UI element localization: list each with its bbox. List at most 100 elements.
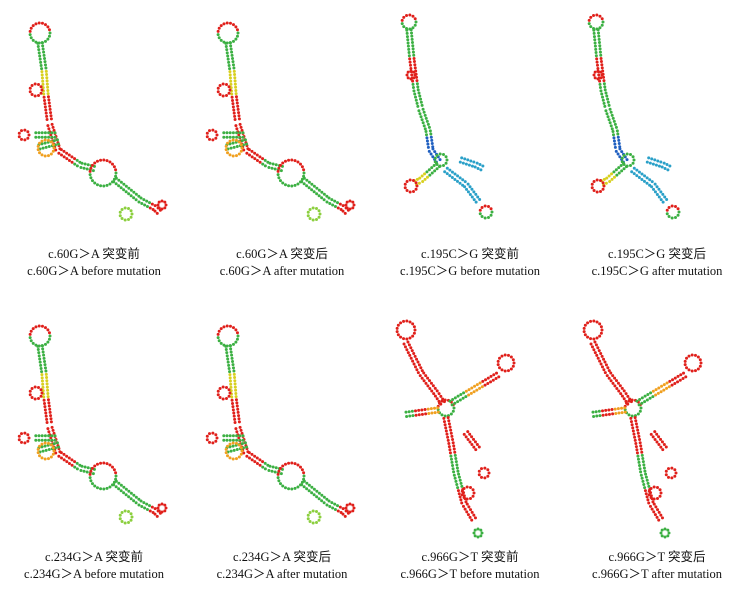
base-pair-dot: [622, 167, 626, 171]
base-pair-dot: [592, 35, 596, 39]
loop-base-dot: [164, 203, 168, 207]
loop-base-dot: [595, 190, 599, 194]
base-pair-dot: [127, 489, 131, 493]
base-pair-dot: [419, 366, 423, 370]
loop-base-dot: [89, 469, 93, 473]
base-pair-dot: [613, 145, 617, 149]
base-pair-dot: [228, 41, 232, 45]
base-pair-dot: [464, 395, 468, 399]
loop-base-dot: [479, 534, 483, 538]
base-pair-dot: [132, 493, 136, 497]
loop-base-dot: [592, 337, 596, 341]
loop-base-dot: [30, 396, 34, 400]
base-pair-dot: [263, 467, 267, 471]
base-pair-dot: [134, 198, 138, 202]
base-pair-dot: [649, 391, 653, 395]
loop-base-dot: [483, 476, 487, 480]
base-pair-dot: [636, 431, 640, 435]
loop-base-dot: [205, 438, 209, 442]
base-pair-dot: [315, 495, 319, 499]
base-pair-dot: [274, 466, 278, 470]
base-pair-dot: [653, 158, 657, 162]
base-pair-dot: [43, 60, 47, 64]
base-pair-dot: [302, 479, 306, 483]
base-pair-dot: [652, 510, 656, 514]
loop-base-dot: [43, 342, 47, 346]
loop-base-dot: [287, 184, 291, 188]
loop-base-dot: [411, 179, 415, 183]
loop-base-dot: [402, 337, 406, 341]
base-pair-dot: [622, 397, 626, 401]
base-pair-dot: [412, 56, 416, 60]
base-pair-dot: [662, 442, 666, 446]
base-pair-dot: [405, 35, 409, 39]
loop-base-dot: [296, 182, 300, 186]
base-pair-dot: [75, 467, 79, 471]
loop-base-dot: [218, 386, 222, 390]
base-pair-dot: [442, 420, 446, 424]
loop-base-dot: [593, 76, 597, 80]
caption-english: c.60G＞A after mutation: [219, 264, 345, 278]
loop-base-dot: [88, 476, 92, 480]
base-pair-dot: [40, 142, 44, 146]
base-pair-dot: [435, 167, 439, 171]
base-pair-dot: [642, 466, 646, 470]
base-pair-dot: [40, 376, 44, 380]
loop-base-dot: [296, 160, 300, 164]
base-pair-dot: [310, 485, 314, 489]
loop-base-dot: [302, 471, 306, 475]
base-pair-dot: [657, 164, 661, 168]
base-pair-dot: [655, 440, 659, 444]
loop-base-dot: [40, 21, 44, 25]
loop-base-dot: [17, 438, 21, 442]
base-pair-dot: [445, 172, 449, 176]
base-pair-dot: [44, 372, 48, 376]
base-pair-dot: [405, 348, 409, 352]
caption-chinese: c.234G＞A 突变后: [233, 550, 331, 564]
base-pair-dot: [430, 166, 434, 170]
base-pair-dot: [635, 425, 639, 429]
loop-base-dot: [129, 215, 133, 219]
loop-base-dot: [306, 210, 310, 214]
base-pair-dot: [153, 209, 157, 213]
base-pair-dot: [232, 448, 236, 452]
base-pair-dot: [494, 377, 498, 381]
base-pair-dot: [247, 451, 251, 455]
loop-base-dot: [290, 461, 294, 465]
loop-base-dot: [296, 485, 300, 489]
base-pair-dot: [640, 172, 644, 176]
loop-base-dot: [217, 339, 221, 343]
base-pair-dot: [47, 404, 51, 408]
loop-base-dot: [405, 337, 409, 341]
base-pair-dot: [618, 155, 622, 159]
base-pair-dot: [461, 183, 465, 187]
loop-base-dot: [46, 154, 50, 158]
base-pair-dot: [229, 449, 233, 453]
base-pair-dot: [660, 384, 664, 388]
loop-base-dot: [123, 509, 127, 513]
loop-base-dot: [88, 173, 92, 177]
loop-base-dot: [311, 206, 315, 210]
base-pair-dot: [639, 447, 643, 451]
base-pair-dot: [225, 51, 229, 55]
base-pair-dot: [39, 60, 43, 64]
base-pair-dot: [229, 146, 233, 150]
loop-base-dot: [211, 431, 215, 435]
base-pair-dot: [654, 393, 658, 397]
base-pair-dot: [343, 514, 347, 518]
base-pair-dot: [651, 162, 655, 166]
base-pair-dot: [50, 131, 54, 135]
loop-base-dot: [105, 486, 109, 490]
loop-base-dot: [95, 183, 99, 187]
base-pair-dot: [300, 483, 304, 487]
base-pair-dot: [417, 408, 421, 412]
base-pair-dot: [614, 168, 618, 172]
base-pair-dot: [631, 429, 635, 433]
loop-base-dot: [216, 90, 220, 94]
loop-base-dot: [652, 485, 656, 489]
base-pair-dot: [657, 386, 661, 390]
base-pair-dot: [453, 453, 457, 457]
base-pair-dot: [132, 499, 136, 503]
base-pair-dot: [137, 194, 141, 198]
loop-base-dot: [414, 20, 418, 24]
